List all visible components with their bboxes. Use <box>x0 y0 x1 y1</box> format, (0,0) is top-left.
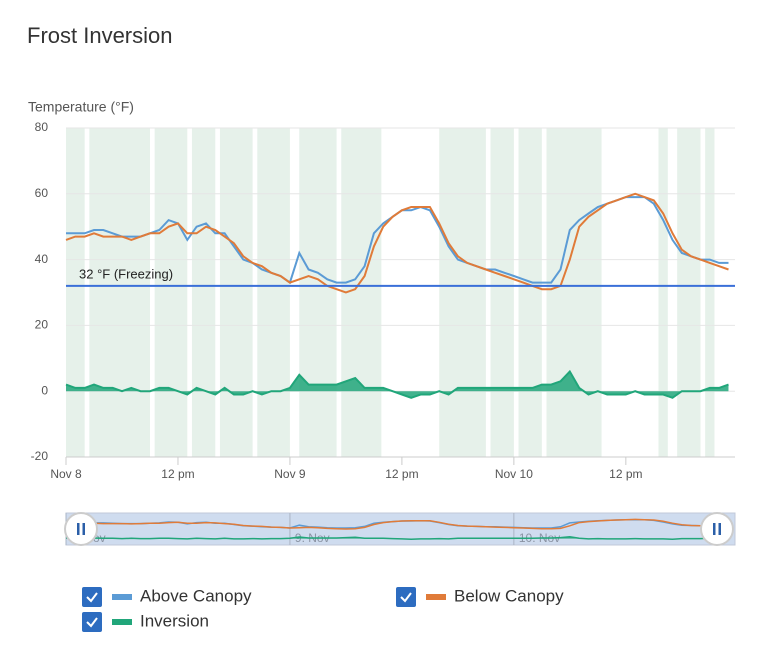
handle-bar <box>718 523 721 535</box>
handle-bar <box>713 523 716 535</box>
shaded-range <box>257 128 290 457</box>
shaded-range <box>89 128 150 457</box>
shaded-range <box>658 128 668 457</box>
legend-item[interactable]: Above Canopy <box>82 586 252 607</box>
inversion-area <box>66 371 729 398</box>
chart-title: Frost Inversion <box>27 23 173 48</box>
x-tick-label: Nov 8 <box>50 467 82 481</box>
shaded-range <box>439 128 486 457</box>
shaded-range <box>546 128 602 457</box>
legend-item[interactable]: Inversion <box>82 611 209 632</box>
shaded-range <box>518 128 542 457</box>
y-tick-label: 80 <box>35 120 49 134</box>
shaded-range <box>677 128 701 457</box>
checkmark <box>86 617 98 628</box>
handle-circle <box>700 512 734 546</box>
x-tick-label: Nov 9 <box>274 467 306 481</box>
checkbox <box>82 587 102 607</box>
shaded-range <box>705 128 715 457</box>
legend-swatch <box>426 594 446 600</box>
shaded-range <box>219 128 253 457</box>
y-tick-label: 60 <box>35 186 49 200</box>
y-tick-label: 40 <box>35 252 49 266</box>
navigator-handle[interactable] <box>64 512 98 546</box>
legend-label: Below Canopy <box>454 586 564 605</box>
legend-swatch <box>112 619 132 625</box>
x-tick-label: Nov 10 <box>495 467 533 481</box>
checkmark <box>400 592 412 603</box>
shaded-range <box>299 128 337 457</box>
inversion-area <box>66 536 729 540</box>
y-tick-label: -20 <box>31 449 49 463</box>
handle-circle <box>64 512 98 546</box>
y-tick-label: 20 <box>35 318 49 332</box>
plot-line-label: 32 °F (Freezing) <box>79 266 173 281</box>
series-line <box>65 369 729 399</box>
y-axis-label: Temperature (°F) <box>28 99 134 115</box>
navigator-bg <box>65 512 736 546</box>
shaded-range <box>66 128 85 457</box>
legend-swatch <box>112 594 132 600</box>
x-tick-label: 12 pm <box>161 467 194 481</box>
series-line <box>65 192 729 294</box>
x-tick-label: 12 pm <box>385 467 418 481</box>
shaded-range <box>154 128 188 457</box>
legend-label: Inversion <box>140 611 209 630</box>
series-line <box>65 518 729 530</box>
shaded-range <box>191 128 216 457</box>
series-line <box>65 535 729 540</box>
navigator-handle[interactable] <box>700 512 734 546</box>
x-tick-label: 12 pm <box>609 467 642 481</box>
checkbox <box>82 612 102 632</box>
checkmark <box>86 592 98 603</box>
y-tick-label: 0 <box>41 383 48 397</box>
legend-item[interactable]: Below Canopy <box>396 586 564 607</box>
handle-bar <box>77 523 80 535</box>
shaded-range <box>490 128 514 457</box>
handle-bar <box>82 523 85 535</box>
legend-label: Above Canopy <box>140 586 252 605</box>
checkbox <box>396 587 416 607</box>
